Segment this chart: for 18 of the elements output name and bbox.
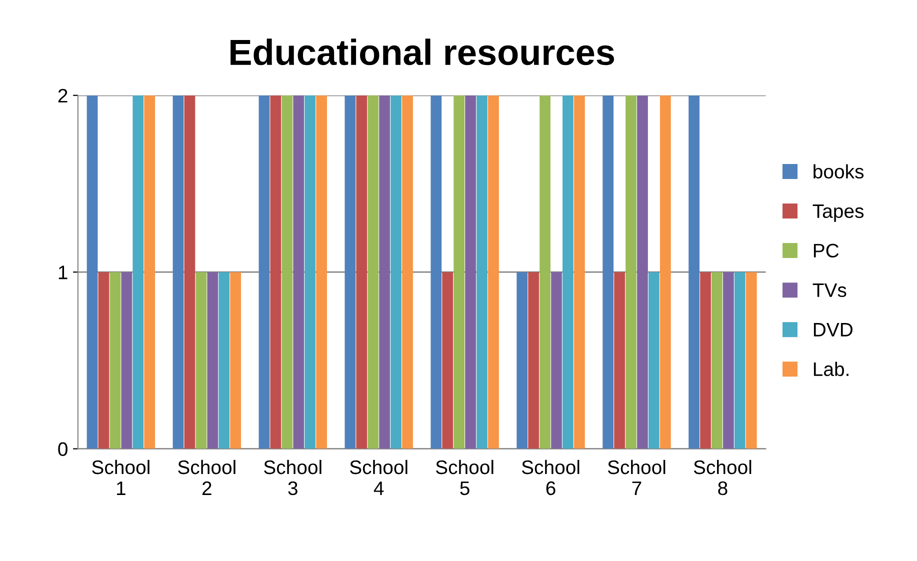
y-tick-label: 2 bbox=[58, 88, 68, 102]
x-tick-label: School 3 bbox=[264, 460, 322, 496]
y-tick-label: 0 bbox=[58, 442, 68, 456]
y-tick-label: 1 bbox=[58, 266, 68, 280]
x-tick-label: School 7 bbox=[608, 460, 666, 495]
x-tick-label: School 8 bbox=[694, 460, 752, 496]
x-tick-label: School 2 bbox=[178, 460, 236, 495]
x-tick-label: School 1 bbox=[92, 460, 150, 495]
x-tick-label: School 4 bbox=[350, 460, 408, 495]
legend-label: PC bbox=[814, 244, 839, 258]
x-tick-label: School 6 bbox=[522, 460, 580, 496]
chart-title: Educational resources bbox=[230, 38, 614, 66]
legend-label: DVD bbox=[814, 323, 852, 336]
legend-label: Tapes bbox=[812, 204, 864, 222]
legend-label: Lab. bbox=[814, 362, 848, 376]
legend-label: books bbox=[814, 164, 864, 179]
x-tick-label: School 5 bbox=[436, 460, 494, 496]
legend-label: TVs bbox=[812, 283, 846, 298]
